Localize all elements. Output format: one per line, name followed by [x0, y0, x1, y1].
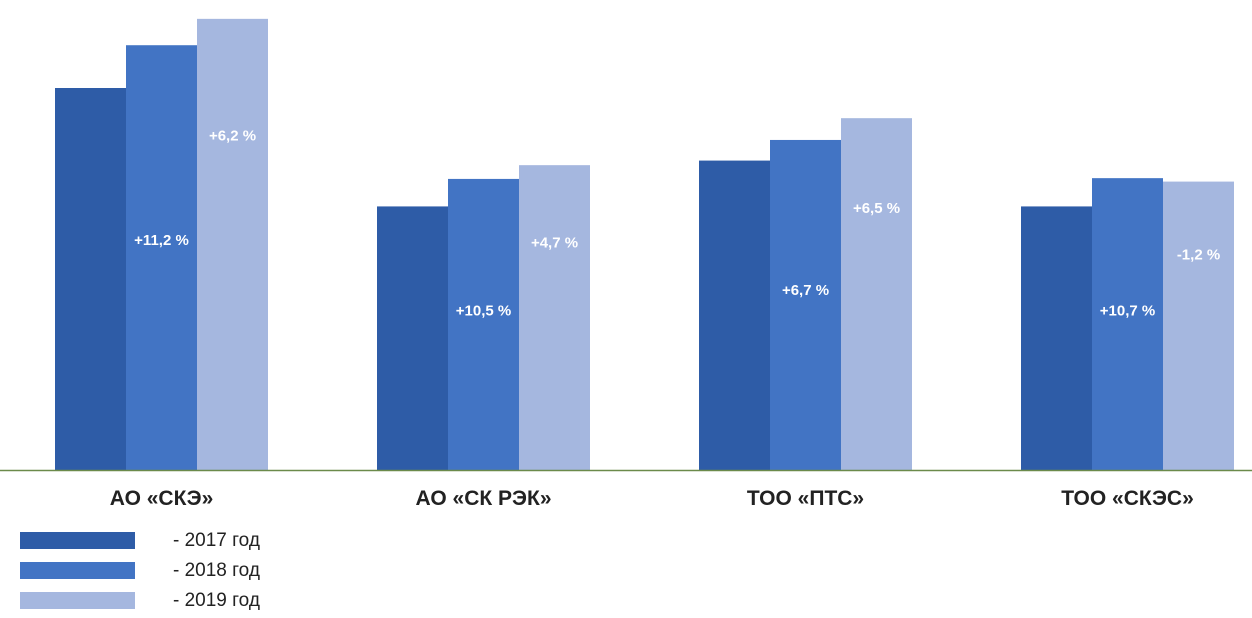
category-label-4: ТОО «СКЭС» — [1061, 487, 1194, 510]
bar-data-label-2019-1: +6,2 % — [209, 128, 256, 145]
legend-swatch-2019 — [20, 592, 135, 609]
category-label-1: АО «СКЭ» — [110, 487, 214, 510]
legend-label-2017: - 2017 год — [173, 530, 260, 551]
legend-item-2017: - 2017 год — [0, 528, 400, 556]
labels-group: +11,2 % +6,2 % АО «СКЭ» +10,5 % +4,7 % АО «СК… — [110, 128, 1220, 510]
bar-2018-2 — [448, 178, 519, 470]
bar-2017-1 — [55, 88, 126, 470]
legend-item-2019: - 2019 год — [0, 588, 400, 616]
legend-label-2018: - 2018 год — [173, 560, 260, 581]
bars-group — [55, 18, 1234, 471]
bar-2019-2 — [519, 165, 590, 470]
legend: - 2017 год - 2018 год - 2019 год — [0, 528, 400, 618]
category-label-2: АО «СК РЭК» — [416, 487, 552, 510]
bar-data-label-2018-3: +6,7 % — [782, 282, 829, 299]
bar-2019-1 — [197, 18, 268, 470]
bar-2017-4 — [1021, 206, 1092, 471]
bar-2018-4 — [1092, 178, 1163, 471]
bar-data-label-2019-4: -1,2 % — [1177, 246, 1220, 263]
bar-2017-2 — [377, 206, 448, 471]
bar-2019-3 — [841, 118, 912, 470]
bar-2018-1 — [126, 45, 197, 470]
bar-data-label-2018-2: +10,5 % — [456, 303, 511, 320]
legend-label-2019: - 2019 год — [173, 590, 260, 611]
category-label-3: ТОО «ПТС» — [747, 487, 864, 510]
bar-chart: +11,2 % +6,2 % АО «СКЭ» +10,5 % +4,7 % АО «СК… — [0, 18, 1252, 510]
legend-swatch-2017 — [20, 532, 135, 549]
bar-2017-3 — [699, 160, 770, 470]
bar-2018-3 — [770, 139, 841, 470]
bar-data-label-2018-1: +11,2 % — [134, 232, 189, 249]
bar-data-label-2018-4: +10,7 % — [1100, 302, 1155, 319]
legend-swatch-2018 — [20, 562, 135, 579]
bar-2019-4 — [1163, 181, 1234, 470]
bar-data-label-2019-2: +4,7 % — [531, 234, 578, 251]
legend-item-2018: - 2018 год — [0, 558, 400, 586]
bar-data-label-2019-3: +6,5 % — [853, 200, 900, 217]
